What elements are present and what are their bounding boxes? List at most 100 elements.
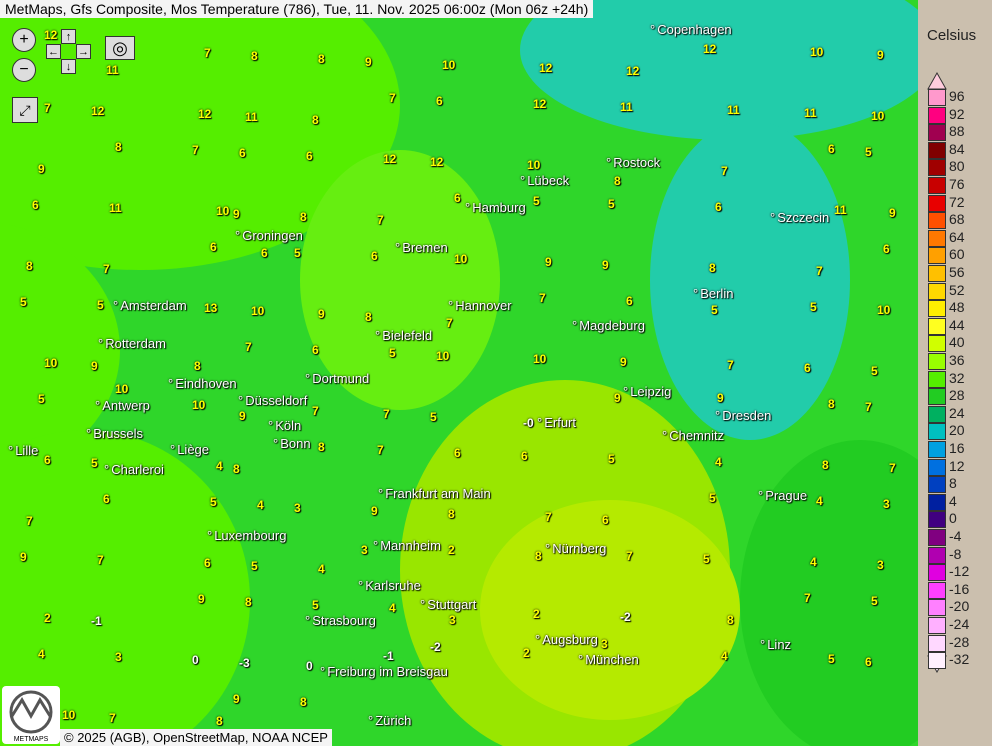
temperature-value: 10 [436,349,450,363]
temperature-value: 6 [626,294,633,308]
temperature-value: 7 [26,514,33,528]
temperature-value: 9 [233,207,240,221]
temperature-value: 6 [804,361,811,375]
zoom-in-icon[interactable]: + [12,28,36,52]
legend-label: 52 [949,281,965,298]
temperature-value: 7 [109,711,116,725]
temperature-value: 9 [620,355,627,369]
temperature-value: 10 [877,303,891,317]
city-label: Luxembourg [207,528,286,543]
legend-max-arrow [927,72,947,90]
temperature-value: 7 [727,358,734,372]
temperature-value: 5 [91,456,98,470]
legend-swatch [928,599,946,617]
temperature-value: 10 [454,252,468,266]
temperature-value: 5 [810,300,817,314]
copyright: © 2025 (AGB), OpenStreetMap, NOAA NCEP [60,729,332,746]
pan-left-button[interactable]: ← [46,44,61,59]
temperature-value: 8 [312,113,319,127]
camera-icon[interactable]: ◎ [105,36,135,60]
legend-label: 56 [949,264,965,280]
temperature-value: 5 [711,303,718,317]
temperature-value: -1 [91,614,102,628]
city-label: Augsburg [535,632,598,647]
temperature-value: 2 [533,607,540,621]
weather-map[interactable]: Copenhagen Rostock Lübeck Hamburg Szczecin Gr… [0,0,918,746]
temperature-value: 8 [828,397,835,411]
sea-region [520,0,918,140]
temperature-value: 3 [877,558,884,572]
temperature-value: 8 [709,261,716,275]
legend-swatch [928,441,946,458]
temperature-value: 8 [26,259,33,273]
legend-swatch [928,388,946,406]
city-label: Nürnberg [545,541,606,556]
legend-swatch [928,511,946,529]
zoom-out-icon[interactable]: − [12,58,36,82]
temperature-value: 10 [216,204,230,218]
temperature-value: 11 [804,106,817,120]
temperature-value: 5 [210,495,217,509]
temperature-value: 7 [889,461,896,475]
city-label: Zürich [368,713,411,728]
legend-swatch [928,634,946,652]
color-legend: Celsius 96 92 88 84 80 76 72 68 64 60 56 52 48 44 40 36… [918,0,992,746]
temperature-value: 11 [620,100,633,114]
temperature-value: 9 [371,504,378,518]
metmaps-logo: METMAPS [2,686,60,744]
legend-label: 8 [949,475,957,492]
temperature-value: 8 [300,695,307,709]
temperature-value: 7 [377,213,384,227]
temperature-value: 11 [106,63,119,77]
legend-swatch [928,212,946,230]
legend-label: -4 [949,528,962,544]
pan-up-button[interactable]: ↑ [61,29,76,44]
temperature-value: 9 [38,162,45,176]
city-label: Mannheim [373,538,441,553]
city-label: Köln [268,418,301,433]
temperature-value: 8 [365,310,372,324]
temperature-value: 8 [245,595,252,609]
fullscreen-icon[interactable]: ⤢ [12,97,38,123]
temperature-value: 6 [32,198,39,212]
pan-right-button[interactable]: → [76,44,91,59]
city-label: Düsseldorf [238,393,307,408]
legend-label: -32 [949,651,970,668]
pan-down-button[interactable]: ↓ [61,59,76,74]
temperature-value: 8 [216,714,223,728]
temperature-value: -2 [620,610,631,624]
temperature-value: 2 [448,543,455,557]
temperature-value: 4 [715,455,722,469]
temperature-value: 12 [703,42,717,56]
legend-label: -28 [949,633,970,650]
temperature-value: 6 [454,446,461,460]
temperature-value: 11 [727,103,740,117]
city-label: Bremen [395,240,448,255]
legend-label: 36 [949,352,965,368]
temperature-value: 6 [883,242,890,256]
legend-swatch [928,652,946,670]
temperature-value: 12 [91,104,105,118]
city-label: Chemnitz [662,428,724,443]
legend-swatch [928,581,946,599]
legend-swatch [928,317,946,335]
legend-swatch [928,141,946,159]
temperature-value: 8 [727,613,734,627]
mild-region [300,150,500,410]
legend-label: 48 [949,299,965,316]
temperature-value: 9 [91,359,98,373]
legend-label: -8 [949,545,962,562]
sea-region [650,120,850,440]
temperature-value: 6 [436,94,443,108]
city-label: Berlin [693,286,733,301]
city-label: Eindhoven [168,376,236,391]
temperature-value: 0 [192,653,199,667]
legend-label: -24 [949,616,970,632]
legend-label: 92 [949,105,965,122]
legend-label: 28 [949,387,965,404]
temperature-value: 6 [44,453,51,467]
temperature-value: 9 [239,409,246,423]
city-label: Groningen [235,228,303,243]
temperature-value: 8 [300,210,307,224]
temperature-value: 7 [804,591,811,605]
